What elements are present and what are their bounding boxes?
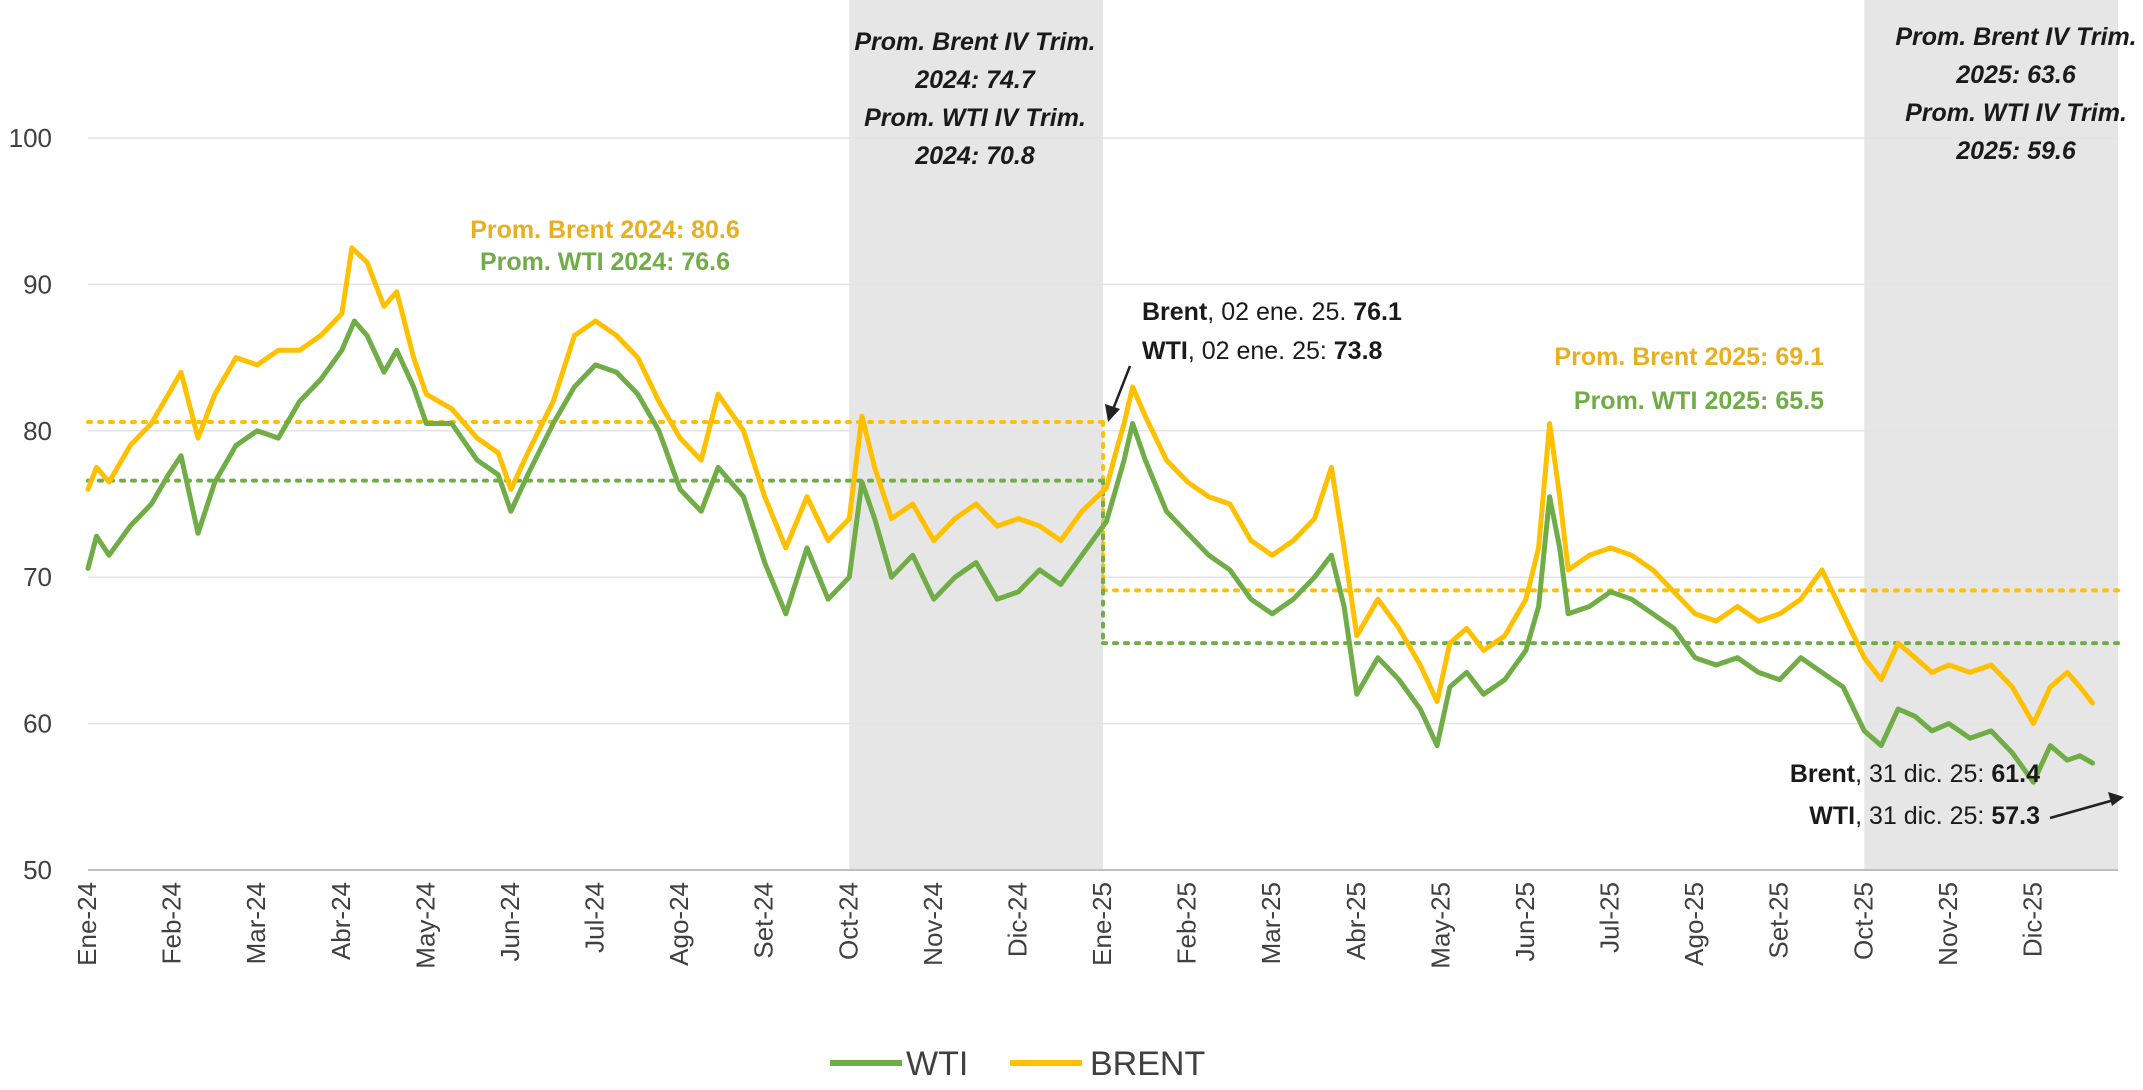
jan-2025-wti-line: WTI, 02 ene. 25: 73.8: [1142, 337, 1383, 365]
x-tick-may-25: May-25: [1425, 882, 1455, 969]
x-tick-feb-24: Feb-24: [157, 882, 187, 964]
jan-2025-brent-date: , 02 ene. 25.: [1207, 298, 1353, 326]
dec-2025-brent-line: Brent, 31 dic. 25: 61.4: [1790, 760, 2040, 788]
x-tick-feb-25: Feb-25: [1172, 882, 1202, 964]
avg-wti-2024-label: Prom. WTI 2024: 76.6: [480, 248, 730, 276]
x-tick-jun-24: Jun-24: [495, 882, 525, 962]
jan-2025-wti-date: , 02 ene. 25:: [1188, 337, 1334, 365]
x-tick-ago-24: Ago-24: [664, 882, 694, 966]
q4-2025-line-1: Prom. Brent IV Trim.: [1895, 23, 2136, 51]
q4-2025-line-2: 2025: 63.6: [1955, 61, 2077, 89]
jan-2025-arrow-head: [1105, 404, 1120, 422]
x-tick-mar-25: Mar-25: [1256, 882, 1286, 964]
x-tick-jul-25: Jul-25: [1595, 882, 1625, 953]
x-tick-oct-25: Oct-25: [1848, 882, 1878, 960]
x-tick-may-24: May-24: [410, 882, 440, 969]
q4-2025-line-4: 2025: 59.6: [1955, 137, 2077, 165]
x-tick-nov-25: Nov-25: [1933, 882, 1963, 966]
x-tick-jun-25: Jun-25: [1510, 882, 1540, 962]
y-axis-ticks: 50 60 70 80 90 100: [9, 123, 52, 885]
jan-2025-brent-name: Brent: [1142, 298, 1208, 326]
q4-2024-annotation: Prom. Brent IV Trim. 2024: 74.7 Prom. WT…: [854, 28, 1095, 170]
avg-wti-2025-label: Prom. WTI 2025: 65.5: [1574, 387, 1824, 415]
q4-2024-line-4: 2024: 70.8: [914, 142, 1035, 170]
q4-2025-line-3: Prom. WTI IV Trim.: [1905, 99, 2127, 127]
y-tick-60: 60: [23, 709, 52, 739]
x-tick-nov-24: Nov-24: [918, 882, 948, 966]
x-tick-abr-25: Abr-25: [1341, 882, 1371, 960]
x-tick-set-25: Set-25: [1764, 882, 1794, 959]
q4-2024-line-2: 2024: 74.7: [914, 66, 1036, 94]
jan-2025-wti-value: 73.8: [1334, 337, 1383, 365]
jan-2025-brent-value: 76.1: [1353, 298, 1402, 326]
y-tick-90: 90: [23, 269, 52, 299]
x-tick-jul-24: Jul-24: [580, 882, 610, 953]
x-tick-set-24: Set-24: [749, 882, 779, 959]
q4-2024-line-1: Prom. Brent IV Trim.: [854, 28, 1095, 56]
dec-2025-wti-line: WTI, 31 dic. 25: 57.3: [1809, 802, 2040, 830]
y-tick-100: 100: [9, 123, 52, 153]
dec-2025-brent-date: , 31 dic. 25:: [1855, 760, 1991, 788]
legend: WTI BRENT: [830, 1045, 1205, 1083]
jan-2025-callout: Brent, 02 ene. 25. 76.1 WTI, 02 ene. 25:…: [1105, 298, 1402, 422]
dec-2025-wti-name: WTI: [1809, 802, 1855, 830]
avg-brent-2024-label: Prom. Brent 2024: 80.6: [470, 216, 740, 244]
q4-2024-line-3: Prom. WTI IV Trim.: [864, 104, 1086, 132]
y-tick-80: 80: [23, 416, 52, 446]
dec-2025-brent-value: 61.4: [1991, 760, 2040, 788]
jan-2025-brent-line: Brent, 02 ene. 25. 76.1: [1142, 298, 1402, 326]
x-tick-oct-24: Oct-24: [833, 882, 863, 960]
series-line-brent: [85, 245, 2096, 727]
series-line-wti: [85, 318, 2096, 785]
x-tick-abr-24: Abr-24: [326, 882, 356, 960]
q4-2025-annotation: Prom. Brent IV Trim. 2025: 63.6 Prom. WT…: [1895, 23, 2136, 165]
dec-2025-arrow-head: [2108, 792, 2124, 806]
x-tick-ago-25: Ago-25: [1679, 882, 1709, 966]
jan-2025-wti-name: WTI: [1142, 337, 1188, 365]
avg-brent-2025-label: Prom. Brent 2025: 69.1: [1554, 343, 1824, 371]
y-tick-70: 70: [23, 562, 52, 592]
legend-brent-label: BRENT: [1090, 1045, 1205, 1083]
x-tick-dic-24: Dic-24: [1002, 882, 1032, 957]
x-tick-dic-25: Dic-25: [2017, 882, 2047, 957]
x-tick-mar-24: Mar-24: [241, 882, 271, 964]
legend-wti-label: WTI: [906, 1045, 968, 1083]
jan-2025-arrow-shaft: [1110, 365, 1132, 413]
avg-2024-labels: Prom. Brent 2024: 80.6 Prom. WTI 2024: 7…: [470, 216, 740, 276]
dec-2025-brent-name: Brent: [1790, 760, 1856, 788]
dec-2025-arrow-shaft: [2049, 798, 2115, 820]
y-tick-50: 50: [23, 855, 52, 885]
dec-2025-callout: Brent, 31 dic. 25: 61.4 WTI, 31 dic. 25:…: [1790, 760, 2124, 830]
x-axis-ticks: Ene-24 Feb-24 Mar-24 Abr-24 May-24 Jun-24 Jul-…: [72, 882, 2047, 969]
shaded-quarters: [849, 0, 2118, 870]
shaded-period-1: [849, 0, 1103, 870]
series-lines: [85, 245, 2096, 785]
avg-2025-labels: Prom. Brent 2025: 69.1 Prom. WTI 2025: 6…: [1554, 343, 1824, 415]
average-lines: [86, 420, 2120, 646]
shaded-period-2: [1864, 0, 2118, 870]
dec-2025-wti-date: , 31 dic. 25:: [1855, 802, 1991, 830]
x-tick-ene-25: Ene-25: [1087, 882, 1117, 966]
x-tick-ene-24: Ene-24: [72, 882, 102, 966]
dec-2025-wti-value: 57.3: [1991, 802, 2040, 830]
